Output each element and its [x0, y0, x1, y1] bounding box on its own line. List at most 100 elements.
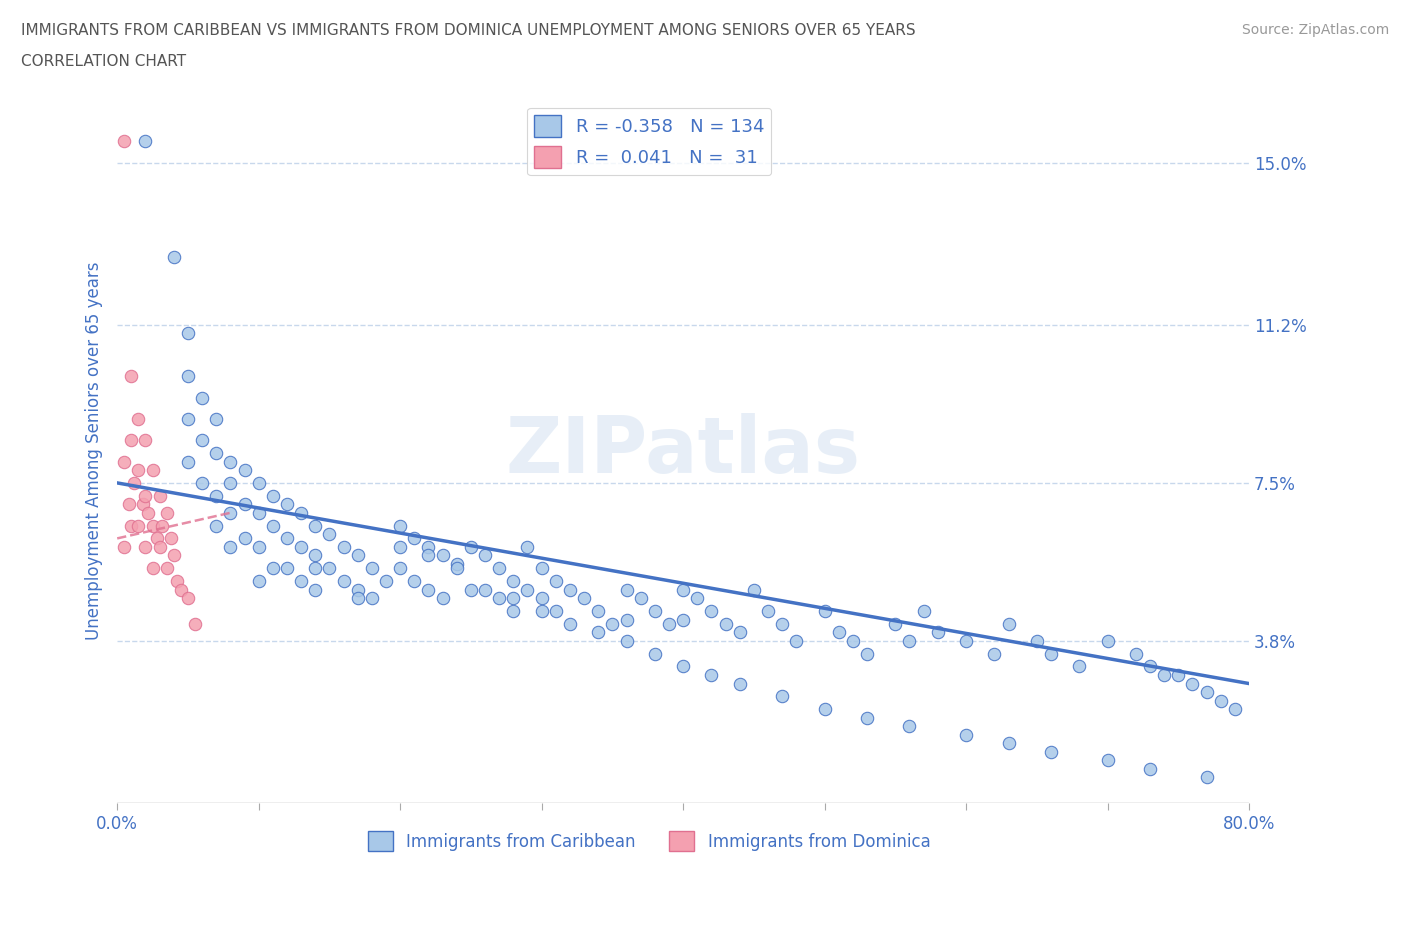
- Point: [247, 574, 270, 589]
- Point: [530, 591, 553, 605]
- Text: ZIPatlas: ZIPatlas: [506, 413, 860, 489]
- Point: [1167, 668, 1189, 683]
- Point: [756, 604, 779, 618]
- Point: [276, 497, 298, 512]
- Point: [127, 462, 149, 477]
- Point: [136, 505, 159, 520]
- Point: [1223, 702, 1246, 717]
- Point: [205, 518, 228, 533]
- Point: [530, 561, 553, 576]
- Point: [955, 633, 977, 648]
- Point: [191, 390, 214, 405]
- Point: [142, 462, 165, 477]
- Point: [1209, 693, 1232, 708]
- Point: [856, 711, 879, 725]
- Point: [1039, 646, 1062, 661]
- Point: [134, 134, 156, 149]
- Point: [112, 539, 135, 554]
- Legend: Immigrants from Caribbean, Immigrants from Dominica: Immigrants from Caribbean, Immigrants fr…: [361, 825, 936, 858]
- Point: [346, 591, 368, 605]
- Point: [166, 574, 188, 589]
- Point: [1039, 744, 1062, 759]
- Point: [389, 539, 412, 554]
- Text: CORRELATION CHART: CORRELATION CHART: [21, 54, 186, 69]
- Point: [346, 548, 368, 563]
- Point: [163, 548, 186, 563]
- Point: [346, 582, 368, 597]
- Point: [898, 719, 921, 734]
- Point: [1097, 633, 1119, 648]
- Point: [134, 488, 156, 503]
- Point: [488, 561, 510, 576]
- Y-axis label: Unemployment Among Seniors over 65 years: Unemployment Among Seniors over 65 years: [86, 261, 103, 640]
- Point: [728, 676, 751, 691]
- Point: [122, 475, 145, 490]
- Point: [742, 582, 765, 597]
- Point: [170, 582, 193, 597]
- Point: [304, 582, 326, 597]
- Point: [120, 368, 142, 383]
- Point: [177, 591, 200, 605]
- Point: [156, 505, 179, 520]
- Point: [686, 591, 709, 605]
- Point: [1195, 770, 1218, 785]
- Text: IMMIGRANTS FROM CARIBBEAN VS IMMIGRANTS FROM DOMINICA UNEMPLOYMENT AMONG SENIORS: IMMIGRANTS FROM CARIBBEAN VS IMMIGRANTS …: [21, 23, 915, 38]
- Point: [389, 518, 412, 533]
- Point: [912, 604, 935, 618]
- Point: [672, 582, 695, 597]
- Point: [616, 582, 638, 597]
- Point: [644, 646, 666, 661]
- Point: [828, 625, 851, 640]
- Point: [142, 561, 165, 576]
- Point: [191, 475, 214, 490]
- Point: [247, 505, 270, 520]
- Point: [304, 548, 326, 563]
- Point: [616, 633, 638, 648]
- Point: [997, 736, 1019, 751]
- Point: [360, 591, 382, 605]
- Point: [112, 454, 135, 469]
- Point: [149, 539, 172, 554]
- Point: [544, 604, 567, 618]
- Point: [332, 574, 354, 589]
- Point: [813, 702, 835, 717]
- Point: [177, 368, 200, 383]
- Point: [219, 454, 242, 469]
- Point: [418, 582, 440, 597]
- Point: [630, 591, 652, 605]
- Point: [474, 582, 496, 597]
- Point: [262, 488, 284, 503]
- Point: [163, 249, 186, 264]
- Point: [134, 432, 156, 447]
- Point: [177, 454, 200, 469]
- Point: [134, 539, 156, 554]
- Point: [290, 539, 312, 554]
- Point: [219, 505, 242, 520]
- Point: [714, 617, 737, 631]
- Point: [997, 617, 1019, 631]
- Point: [418, 539, 440, 554]
- Point: [375, 574, 398, 589]
- Point: [785, 633, 807, 648]
- Point: [884, 617, 907, 631]
- Point: [602, 617, 624, 631]
- Point: [262, 518, 284, 533]
- Point: [502, 591, 524, 605]
- Point: [160, 531, 183, 546]
- Point: [1195, 684, 1218, 699]
- Point: [658, 617, 681, 631]
- Point: [927, 625, 949, 640]
- Point: [460, 582, 482, 597]
- Point: [149, 488, 172, 503]
- Point: [233, 531, 256, 546]
- Point: [127, 518, 149, 533]
- Point: [276, 531, 298, 546]
- Point: [813, 604, 835, 618]
- Point: [1153, 668, 1175, 683]
- Point: [290, 574, 312, 589]
- Point: [558, 582, 581, 597]
- Point: [530, 604, 553, 618]
- Point: [191, 432, 214, 447]
- Point: [205, 411, 228, 426]
- Point: [120, 518, 142, 533]
